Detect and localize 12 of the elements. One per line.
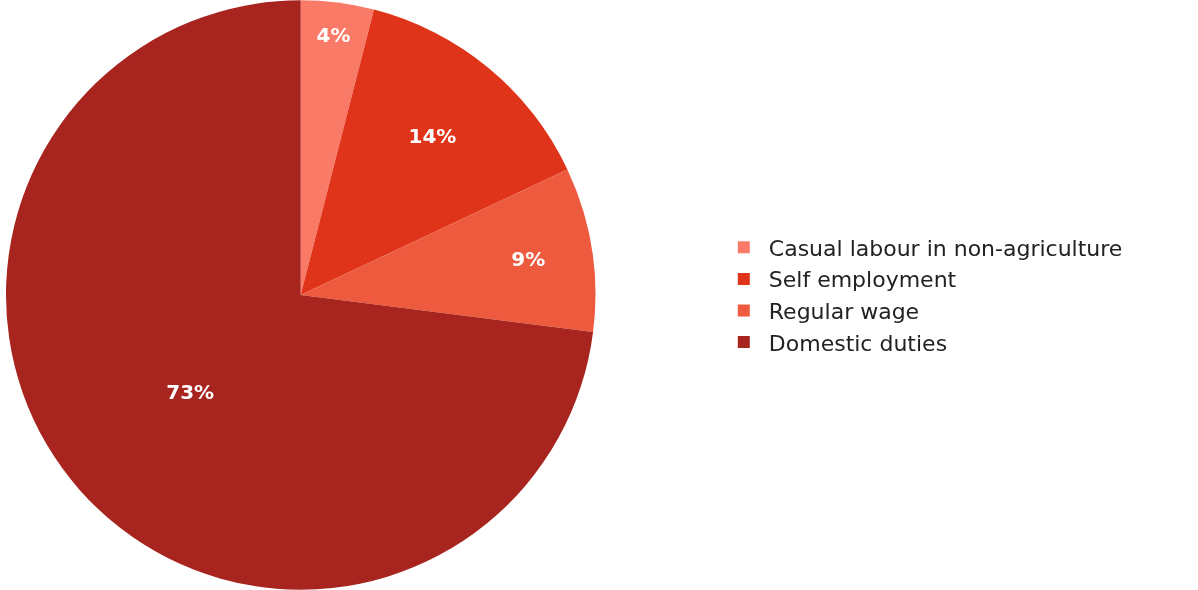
pie-slice [300,0,374,295]
data-label: 9% [511,246,546,271]
legend-label: Casual labour in non-agriculture [768,235,1123,261]
legend-label: Self employment [768,267,957,293]
legend-label: Domestic duties [768,330,948,356]
data-label: 14% [408,123,457,148]
pie-slice [300,9,568,295]
pie-slice [6,0,594,590]
legend-label: Regular wage [768,299,920,325]
pie-slice [300,169,596,332]
data-label: 73% [166,380,215,405]
data-label: 4% [316,23,351,48]
